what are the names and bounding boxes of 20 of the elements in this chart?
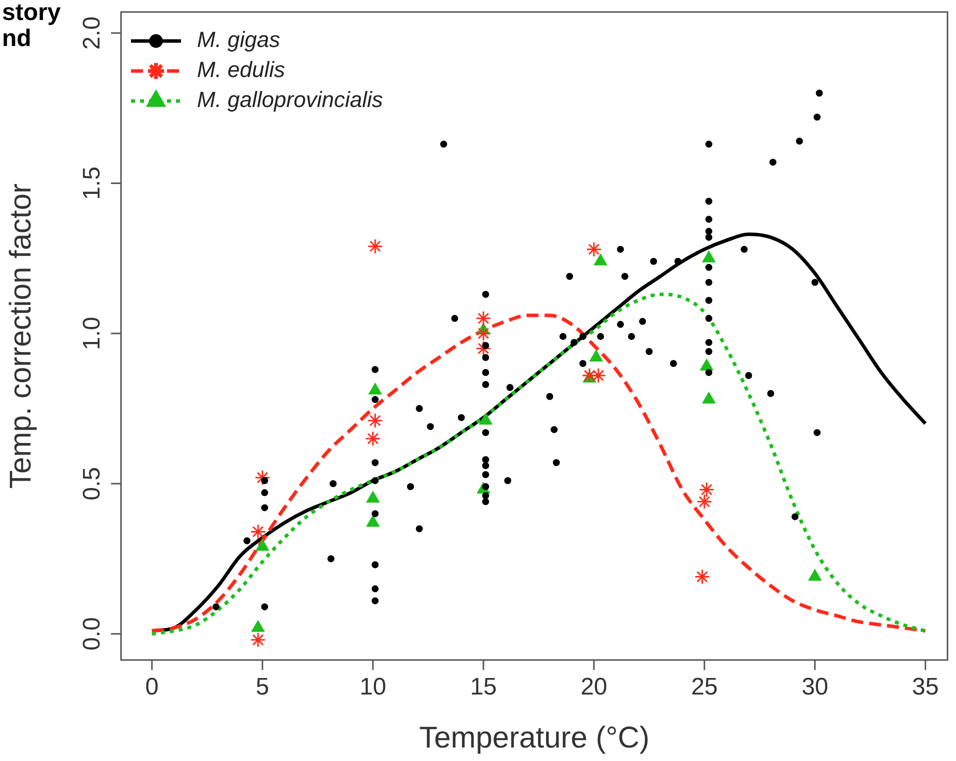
x-tick-label: 20 [580,674,608,701]
x-tick-label: 30 [802,674,828,701]
y-tick-label: 1.5 [78,166,106,200]
x-axis-title: Temperature (°C) [419,721,650,754]
y-tick-label: 2.0 [78,16,106,50]
x-tick-label: 15 [470,674,497,701]
x-tick-label: 5 [256,674,270,701]
x-tick-label: 35 [912,674,939,701]
x-tick-label: 25 [691,674,718,701]
text: story [2,0,61,26]
y-tick-label: 0.5 [78,466,106,500]
legend-label: M. gigas [197,27,280,52]
y-tick-label: 1.0 [78,316,106,350]
x-tick-label: 0 [145,674,159,701]
x-tick-label: 10 [360,674,386,701]
legend-label: M. galloprovincialis [197,87,383,112]
text: nd [2,25,32,52]
legend-label: M. edulis [197,57,286,82]
y-tick-label: 0.0 [78,617,106,651]
y-axis-title: Temp. correction factor [4,183,38,489]
